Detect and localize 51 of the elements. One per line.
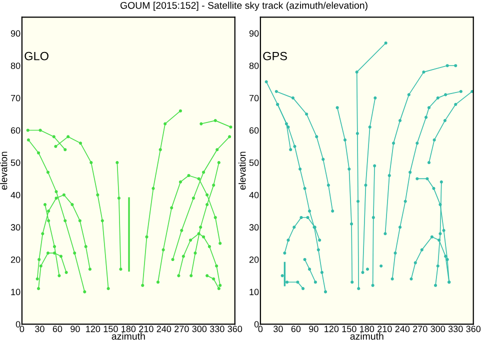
y-tick-label: 30: [10, 224, 20, 231]
x-tick-label: 270: [174, 326, 189, 332]
chart-title: GOUM [2015:152] - Satellite sky track (azimuth/elevation): [120, 2, 368, 11]
y-tick-label: 90: [10, 30, 20, 37]
annotation: GPS: [263, 52, 287, 60]
x-tick-label: 30: [35, 326, 44, 332]
y-tick-label: 80: [10, 62, 20, 69]
x-tick-label: 360: [466, 326, 481, 332]
x-tick-label: 210: [378, 326, 392, 332]
y-axis-title: elevation: [238, 152, 246, 190]
x-tick-label: 270: [413, 326, 428, 332]
y-tick-label: 0: [254, 321, 259, 328]
y-tick-label: 20: [249, 256, 259, 263]
x-axis-title: azimuth: [112, 332, 145, 340]
x-tick-label: 30: [274, 326, 283, 332]
x-tick-label: 300: [430, 326, 446, 332]
y-tick-label: 10: [11, 288, 20, 296]
x-tick-label: 240: [395, 326, 410, 332]
x-tick-label: 300: [192, 326, 207, 332]
x-tick-label: 180: [360, 326, 374, 332]
y-tick-label: 50: [249, 160, 259, 166]
x-tick-label: 150: [342, 326, 356, 332]
y-tick-label: 10: [250, 288, 259, 296]
y-tick-label: 80: [249, 62, 259, 69]
x-tick-label: 330: [448, 326, 463, 332]
y-tick-label: 40: [10, 192, 20, 198]
x-tick-label: 150: [104, 326, 118, 332]
y-tick-label: 40: [249, 192, 259, 198]
x-tick-label: 210: [139, 326, 154, 332]
x-tick-label: 60: [52, 326, 62, 332]
y-tick-label: 50: [10, 160, 20, 166]
x-axis-title: azimuth: [350, 332, 384, 340]
y-tick-label: 90: [249, 30, 259, 37]
y-tick-label: 60: [249, 127, 259, 134]
y-tick-label: 20: [10, 256, 20, 263]
x-tick-label: 120: [324, 326, 339, 332]
x-tick-label: 120: [86, 326, 100, 332]
y-tick-label: 60: [10, 127, 20, 134]
x-tick-label: 240: [156, 326, 172, 332]
y-tick-label: 70: [10, 94, 20, 102]
y-tick-label: 30: [249, 224, 259, 231]
x-tick-label: 60: [291, 326, 301, 332]
y-tick-label: 0: [16, 321, 20, 328]
x-tick-label: 180: [122, 326, 136, 332]
y-axis-title: elevation: [0, 152, 8, 190]
x-tick-label: 90: [309, 326, 318, 332]
x-tick-label: 360: [228, 326, 242, 332]
y-tick-label: 70: [249, 94, 259, 102]
x-tick-label: 330: [210, 326, 224, 332]
annotation: GLO: [24, 52, 48, 60]
x-tick-label: 90: [70, 326, 80, 332]
